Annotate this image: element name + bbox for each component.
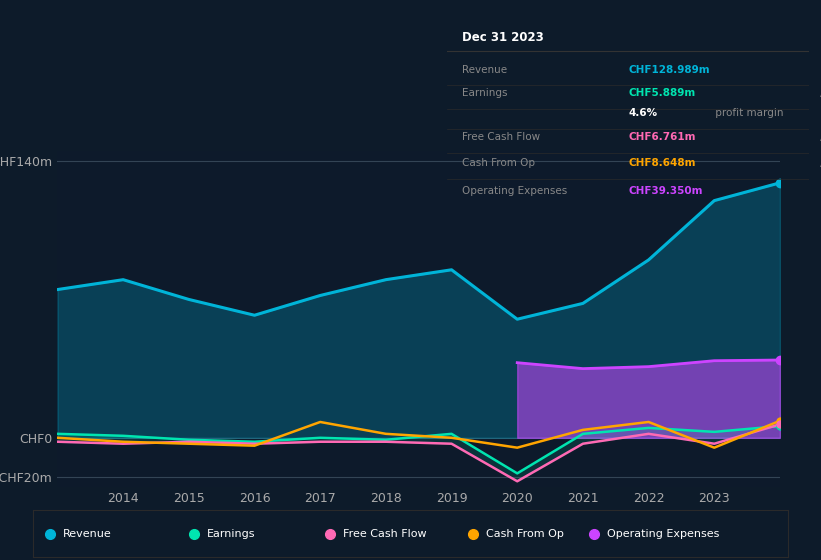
Text: Dec 31 2023: Dec 31 2023: [462, 31, 544, 44]
Text: /yr: /yr: [817, 88, 821, 99]
Text: /yr: /yr: [817, 158, 821, 168]
Text: Cash From Op: Cash From Op: [486, 529, 564, 539]
Text: Operating Expenses: Operating Expenses: [462, 186, 567, 196]
Text: CHF5.889m: CHF5.889m: [628, 88, 695, 99]
Text: Earnings: Earnings: [207, 529, 255, 539]
Text: Earnings: Earnings: [462, 88, 507, 99]
Text: Cash From Op: Cash From Op: [462, 158, 535, 168]
Text: CHF128.989m: CHF128.989m: [628, 64, 709, 74]
Text: CHF6.761m: CHF6.761m: [628, 132, 695, 142]
Text: profit margin: profit margin: [712, 108, 783, 118]
Text: /yr: /yr: [817, 132, 821, 142]
Text: CHF39.350m: CHF39.350m: [628, 186, 703, 196]
Text: Free Cash Flow: Free Cash Flow: [342, 529, 426, 539]
Text: Free Cash Flow: Free Cash Flow: [462, 132, 540, 142]
Text: Revenue: Revenue: [63, 529, 112, 539]
Text: Operating Expenses: Operating Expenses: [607, 529, 719, 539]
Text: Revenue: Revenue: [462, 64, 507, 74]
Text: CHF8.648m: CHF8.648m: [628, 158, 695, 168]
Text: 4.6%: 4.6%: [628, 108, 657, 118]
